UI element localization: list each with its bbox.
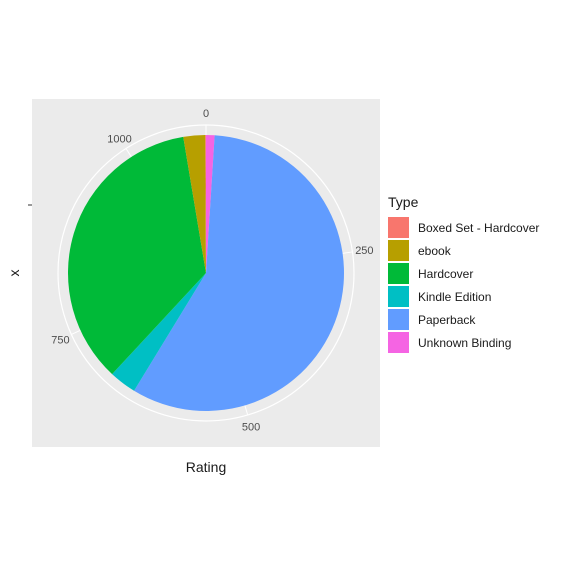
legend: Type Boxed Set - Hardcover ebook Hardcover… (388, 194, 539, 354)
legend-label: Paperback (418, 312, 476, 327)
pie-slice (183, 135, 206, 273)
theta-tick-labels: 0 250 500 750 1000 (51, 108, 373, 434)
legend-label: Boxed Set - Hardcover (418, 220, 540, 235)
legend-swatch (388, 332, 409, 353)
legend-swatch (388, 309, 409, 330)
pie-slices (68, 135, 345, 412)
legend-item: Kindle Edition (388, 285, 539, 308)
theta-tick-label: 500 (242, 422, 260, 434)
legend-item: Paperback (388, 308, 539, 331)
theta-tick-label: 1000 (107, 133, 131, 145)
legend-title: Type (388, 194, 419, 210)
legend-swatch (388, 263, 409, 284)
legend-item: Hardcover (388, 262, 539, 285)
legend-swatch (388, 217, 409, 238)
theta-tick-label: 0 (203, 108, 209, 120)
legend-swatch (388, 240, 409, 261)
theta-tick-label: 250 (355, 245, 373, 257)
theta-tick-label: 750 (51, 334, 69, 346)
legend-label: Hardcover (418, 266, 474, 281)
y-axis-label: x (6, 270, 22, 277)
pie-slice (134, 135, 345, 412)
legend-label: Unknown Binding (418, 335, 512, 350)
legend-label: ebook (418, 243, 451, 258)
legend-item: ebook (388, 239, 539, 262)
pie-slice (205, 135, 206, 273)
x-axis-label: Rating (186, 459, 226, 475)
pie-slice (206, 135, 215, 273)
pie-slice (112, 273, 206, 391)
pie-slice (68, 136, 207, 375)
legend-label: Kindle Edition (418, 289, 492, 304)
legend-items: Boxed Set - Hardcover ebook Hardcover Kindl… (388, 216, 539, 354)
legend-swatch (388, 286, 409, 307)
legend-item: Unknown Binding (388, 331, 539, 354)
legend-item: Boxed Set - Hardcover (388, 216, 539, 239)
